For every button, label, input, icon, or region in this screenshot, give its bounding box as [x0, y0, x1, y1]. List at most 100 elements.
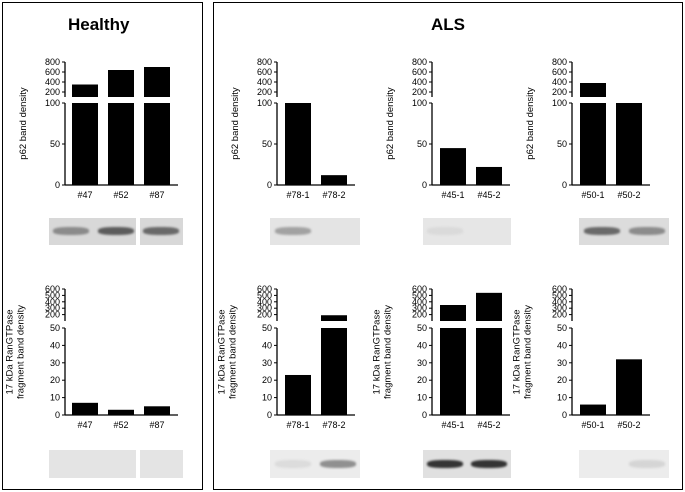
- y-tick-label: 200: [412, 310, 427, 320]
- blot-band: [142, 227, 179, 235]
- y-axis-label: p62 band density: [230, 87, 241, 160]
- x-tick-label: #87: [149, 190, 164, 200]
- bar-upper: [144, 67, 170, 97]
- y-tick-label: 600: [257, 284, 272, 294]
- y-tick-label: 20: [262, 375, 272, 385]
- y-tick-label: 0: [422, 180, 427, 190]
- y-tick-label: 40: [50, 340, 60, 350]
- y-tick-label: 200: [412, 87, 427, 97]
- bar: [476, 166, 502, 185]
- bar: [476, 328, 502, 415]
- bar: [144, 406, 170, 415]
- bar: [321, 175, 347, 185]
- y-tick-label: 600: [45, 284, 60, 294]
- blot-band: [274, 459, 311, 468]
- bar: [616, 103, 642, 185]
- y-tick-label: 50: [262, 139, 272, 149]
- blot-band: [53, 227, 90, 235]
- y-tick-label: 30: [417, 358, 427, 368]
- y-tick-label: 0: [55, 410, 60, 420]
- blot-strip: [423, 218, 511, 245]
- x-tick-label: #50-1: [581, 190, 604, 200]
- y-tick-label: 600: [45, 67, 60, 77]
- x-tick-label: #45-2: [477, 190, 500, 200]
- x-tick-label: #47: [77, 190, 92, 200]
- y-axis-label: p62 band density: [525, 87, 536, 160]
- bar-upper: [580, 83, 606, 97]
- y-tick-label: 500: [257, 290, 272, 300]
- y-tick-label: 600: [552, 67, 567, 77]
- y-tick-label: 300: [412, 303, 427, 313]
- y-tick-label: 300: [552, 303, 567, 313]
- y-tick-label: 200: [45, 310, 60, 320]
- y-tick-label: 800: [412, 57, 427, 67]
- x-tick-label: #47: [77, 420, 92, 430]
- x-tick-label: #50-2: [617, 190, 640, 200]
- y-axis-label: p62 band density: [385, 87, 396, 160]
- y-tick-label: 400: [412, 297, 427, 307]
- x-tick-label: #45-1: [441, 420, 464, 430]
- bar: [321, 328, 347, 415]
- y-tick-label: 40: [417, 340, 427, 350]
- blot-strip: [270, 450, 360, 478]
- blot-band: [471, 459, 507, 468]
- y-tick-label: 200: [45, 87, 60, 97]
- y-tick-label: 400: [257, 77, 272, 87]
- y-tick-label: 100: [257, 98, 272, 108]
- bar-upper: [476, 292, 502, 321]
- blot-band: [628, 227, 665, 235]
- y-tick-label: 200: [552, 310, 567, 320]
- y-tick-label: 500: [412, 290, 427, 300]
- y-tick-label: 40: [262, 340, 272, 350]
- y-tick-label: 30: [262, 358, 272, 368]
- bar: [108, 409, 134, 415]
- y-tick-label: 200: [257, 310, 272, 320]
- x-tick-label: #45-1: [441, 190, 464, 200]
- y-tick-label: 100: [45, 98, 60, 108]
- blot-strip: [423, 450, 511, 478]
- y-axis-label: fragment band density: [228, 305, 239, 399]
- y-axis-label: 17 kDa RanGTPase: [217, 309, 228, 394]
- bar-upper: [321, 315, 347, 321]
- bar: [580, 103, 606, 185]
- bar: [108, 103, 134, 185]
- y-tick-label: 500: [552, 290, 567, 300]
- x-tick-label: #78-2: [322, 190, 345, 200]
- blot-band: [98, 227, 134, 235]
- y-tick-label: 50: [262, 323, 272, 333]
- als-title: ALS: [431, 15, 465, 34]
- y-tick-label: 0: [55, 180, 60, 190]
- y-tick-label: 50: [557, 323, 567, 333]
- y-tick-label: 50: [557, 139, 567, 149]
- bar-upper: [108, 70, 134, 97]
- y-tick-label: 10: [557, 393, 567, 403]
- blot-band: [427, 459, 463, 468]
- y-tick-label: 50: [417, 139, 427, 149]
- x-tick-label: #50-1: [581, 420, 604, 430]
- blot-strip: [49, 218, 183, 245]
- bar: [144, 103, 170, 185]
- y-tick-label: 20: [417, 375, 427, 385]
- y-axis-label: p62 band density: [18, 87, 29, 160]
- y-axis-label: fragment band density: [383, 305, 394, 399]
- y-tick-label: 600: [412, 284, 427, 294]
- y-tick-label: 600: [412, 67, 427, 77]
- blot-strip: [579, 218, 669, 245]
- y-tick-label: 200: [552, 87, 567, 97]
- blot-band: [427, 227, 463, 235]
- x-tick-label: #78-1: [286, 420, 309, 430]
- blot-band: [628, 459, 665, 468]
- blot-band: [319, 459, 356, 468]
- y-tick-label: 10: [417, 393, 427, 403]
- y-tick-label: 200: [257, 87, 272, 97]
- bar: [440, 328, 466, 415]
- x-tick-label: #52: [113, 420, 128, 430]
- y-tick-label: 50: [50, 323, 60, 333]
- y-tick-label: 20: [557, 375, 567, 385]
- y-tick-label: 100: [552, 98, 567, 108]
- bar: [72, 402, 98, 415]
- bar: [285, 103, 311, 185]
- blot-gap: [136, 218, 141, 245]
- y-tick-label: 0: [267, 410, 272, 420]
